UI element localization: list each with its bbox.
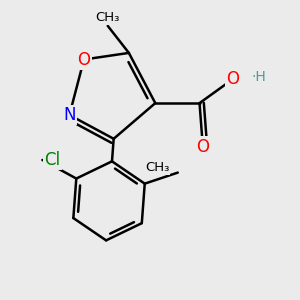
- Text: O: O: [196, 138, 209, 156]
- Text: CH₃: CH₃: [95, 11, 120, 24]
- Text: CH₃: CH₃: [145, 161, 169, 175]
- Text: ·H: ·H: [251, 70, 266, 84]
- Text: O: O: [77, 50, 91, 68]
- Text: N: N: [63, 106, 76, 124]
- Text: Cl: Cl: [44, 151, 60, 169]
- Text: O: O: [226, 70, 239, 88]
